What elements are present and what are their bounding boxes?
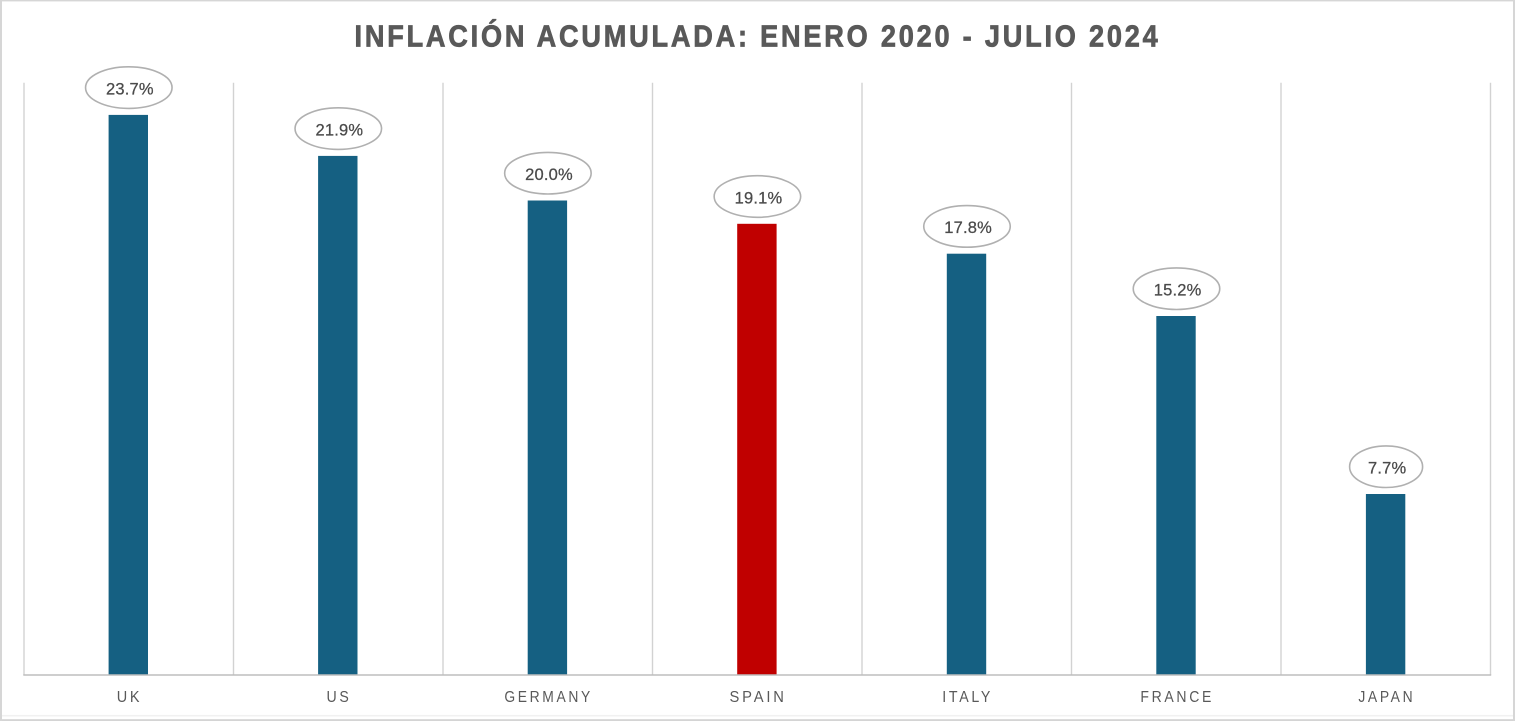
svg-text:23.7%: 23.7% — [106, 80, 154, 98]
svg-text:17.8%: 17.8% — [944, 219, 992, 237]
svg-text:SPAIN: SPAIN — [730, 689, 787, 706]
svg-text:20.0%: 20.0% — [525, 166, 573, 184]
svg-text:15.2%: 15.2% — [1154, 282, 1202, 300]
svg-text:7.7%: 7.7% — [1368, 460, 1407, 478]
svg-text:FRANCE: FRANCE — [1140, 689, 1214, 706]
svg-text:UK: UK — [117, 689, 143, 706]
svg-text:GERMANY: GERMANY — [504, 689, 593, 706]
svg-text:ITALY: ITALY — [942, 689, 993, 706]
svg-text:JAPAN: JAPAN — [1358, 689, 1415, 706]
svg-text:US: US — [327, 689, 352, 706]
svg-text:21.9%: 21.9% — [316, 121, 364, 139]
svg-text:INFLACIÓN ACUMULADA: ENERO 202: INFLACIÓN ACUMULADA: ENERO 2020 - JULIO … — [355, 18, 1161, 54]
svg-text:19.1%: 19.1% — [735, 189, 783, 207]
